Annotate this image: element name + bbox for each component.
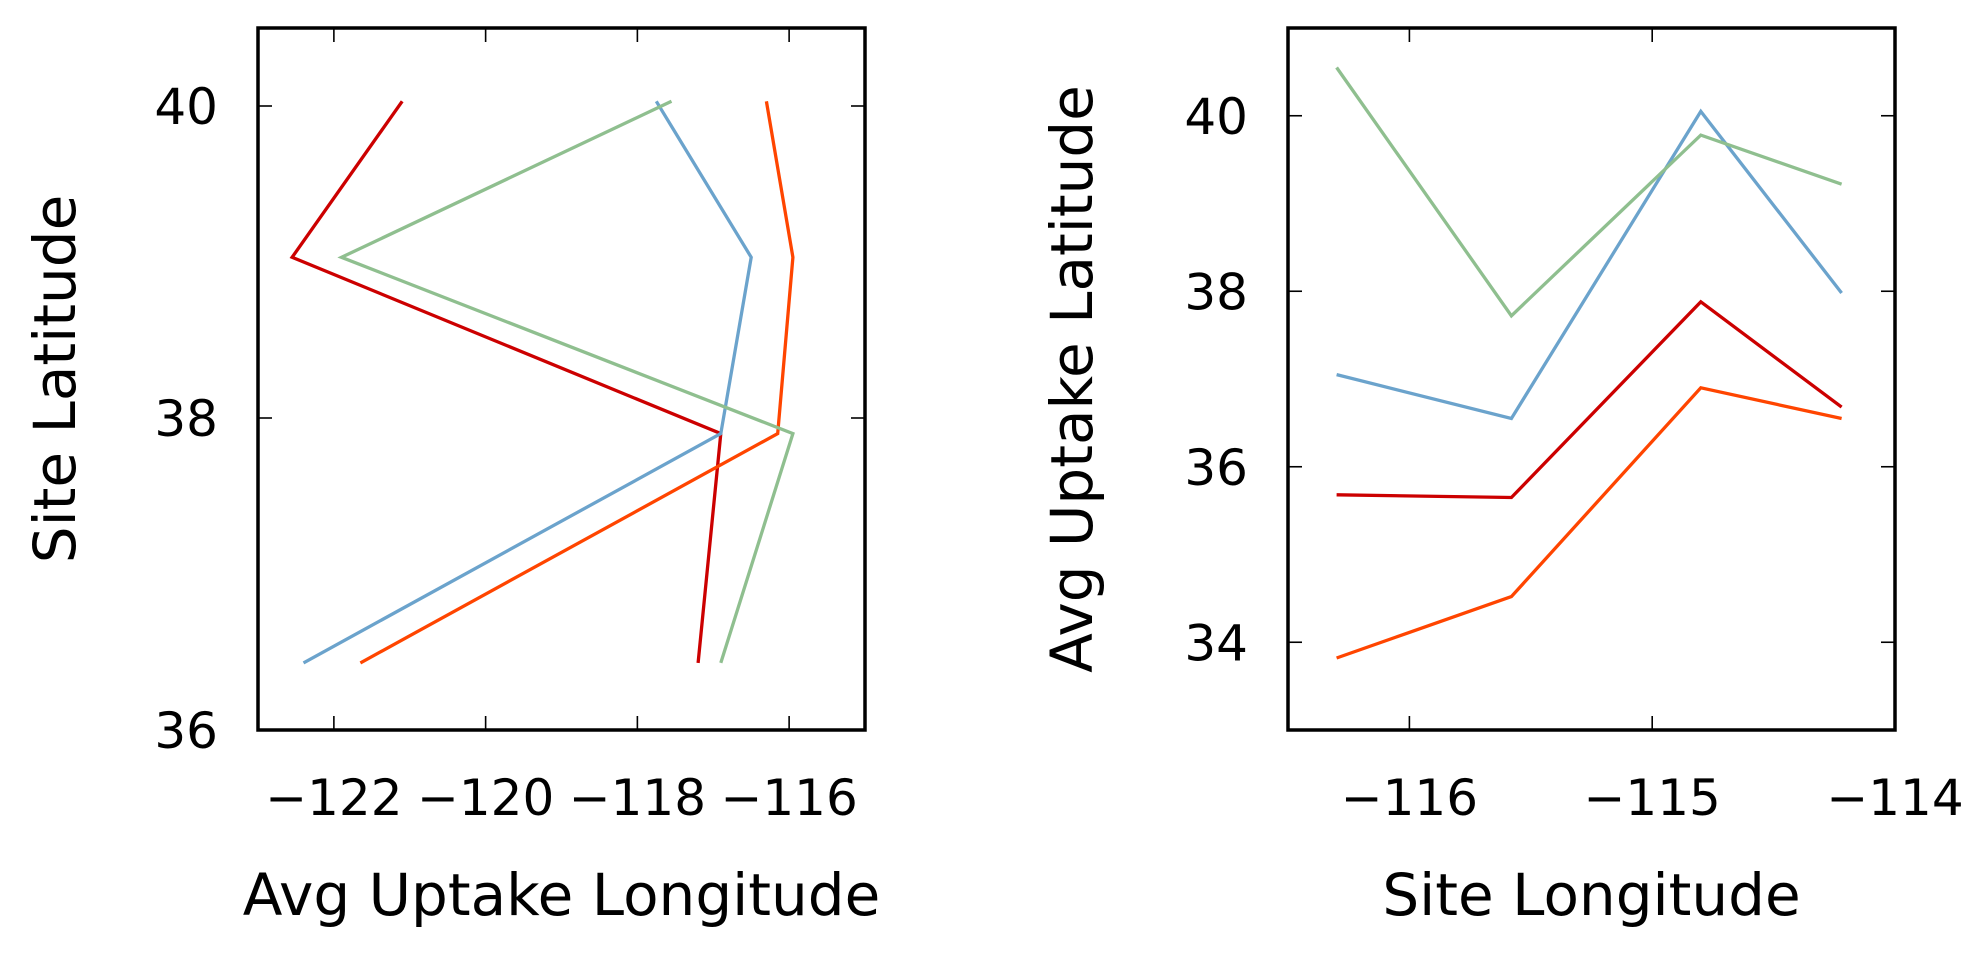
- x-tick-label: −118: [569, 769, 706, 827]
- x-tick-label: −120: [417, 769, 554, 827]
- y-tick-label: 36: [154, 702, 218, 760]
- x-tick-label: −115: [1584, 769, 1721, 827]
- y-tick-label: 34: [1184, 614, 1248, 672]
- series-line-3: [302, 100, 753, 665]
- y-tick-label: 36: [1184, 439, 1248, 497]
- series-line-1: [289, 100, 723, 664]
- y-axis-title: Avg Uptake Latitude: [1038, 85, 1106, 673]
- series-line-3: [1336, 108, 1843, 421]
- y-tick-label: 40: [154, 78, 218, 136]
- y-tick-label: 38: [1184, 263, 1248, 321]
- y-tick-label: 40: [1184, 88, 1248, 146]
- x-tick-label: −116: [720, 769, 857, 827]
- series-line-2: [1336, 385, 1842, 660]
- series-line-2: [359, 101, 795, 665]
- x-tick-label: −116: [1341, 769, 1478, 827]
- plot-frame: [256, 26, 867, 732]
- plot-frame: [1286, 26, 1897, 732]
- x-tick-label: −114: [1826, 769, 1963, 827]
- series-line-1: [1336, 299, 1843, 500]
- x-tick-label: −122: [265, 769, 402, 827]
- x-axis-title: Site Longitude: [1382, 861, 1800, 929]
- left-plot-panel: −122 −120 −118 −116 36 38 40 Avg Uptake Longitu…: [21, 26, 881, 929]
- y-axis-title: Site Latitude: [21, 195, 89, 564]
- right-plot-panel: −116 −115 −114 34 36 38 40 Site Longitude Avg Up…: [1038, 26, 1964, 929]
- series-line-4: [337, 99, 795, 664]
- x-axis-title: Avg Uptake Longitude: [243, 861, 881, 929]
- y-tick-label: 38: [154, 390, 218, 448]
- series-line-4: [1335, 66, 1843, 319]
